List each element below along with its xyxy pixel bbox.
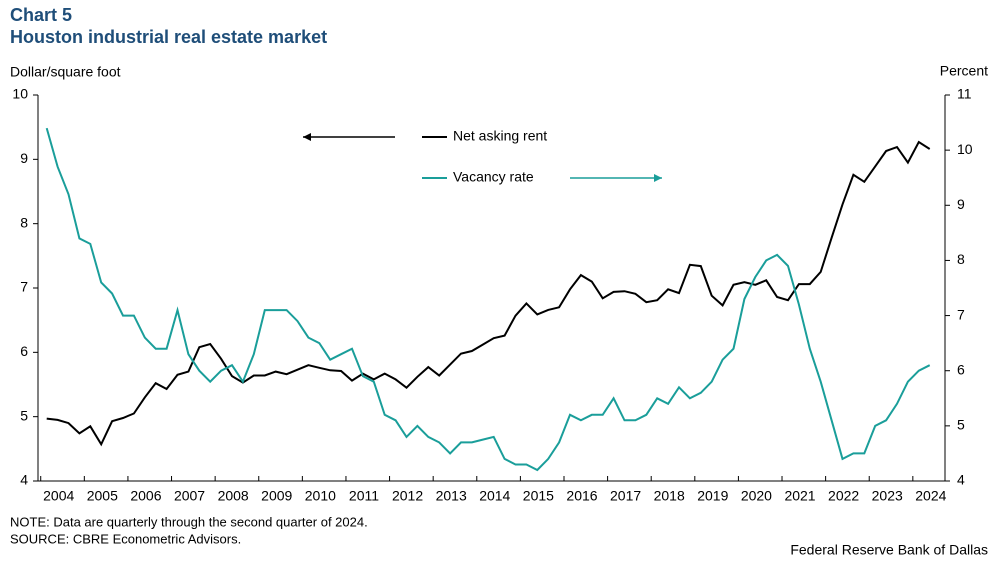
chart-title: Chart 5	[10, 5, 72, 25]
x-tick-label: 2021	[784, 488, 815, 504]
y2-tick-label: 7	[957, 306, 965, 322]
x-tick-label: 2018	[654, 488, 685, 504]
x-tick-label: 2019	[697, 488, 728, 504]
y-tick-label: 6	[20, 343, 28, 359]
x-tick-label: 2009	[261, 488, 292, 504]
series-line	[45, 127, 931, 472]
x-tick-label: 2008	[218, 488, 249, 504]
legend-arrowhead	[303, 133, 311, 141]
y-axis-label: Dollar/square foot	[10, 64, 121, 80]
y2-tick-label: 10	[957, 141, 973, 157]
x-tick-label: 2022	[828, 488, 859, 504]
y-tick-label: 9	[20, 150, 28, 166]
legend-label: Net asking rent	[453, 128, 547, 144]
legend-label: Vacancy rate	[453, 169, 534, 185]
y-tick-label: 5	[20, 407, 28, 423]
x-tick-label: 2014	[479, 488, 510, 504]
x-tick-label: 2011	[349, 488, 379, 504]
y-tick-label: 4	[20, 472, 28, 488]
y-tick-label: 7	[20, 279, 28, 295]
y-tick-label: 10	[12, 86, 28, 102]
note: NOTE: Data are quarterly through the sec…	[10, 514, 368, 529]
x-tick-label: 2012	[392, 488, 423, 504]
y2-tick-label: 4	[957, 472, 965, 488]
x-tick-label: 2006	[130, 488, 161, 504]
y2-axis-label: Percent	[940, 63, 988, 79]
x-tick-label: 2004	[43, 488, 74, 504]
x-tick-label: 2017	[610, 488, 641, 504]
x-tick-label: 2024	[915, 488, 946, 504]
credit: Federal Reserve Bank of Dallas	[790, 542, 988, 558]
x-tick-label: 2016	[566, 488, 597, 504]
x-tick-label: 2013	[436, 488, 467, 504]
chart-subtitle: Houston industrial real estate market	[10, 27, 327, 47]
x-tick-label: 2010	[305, 488, 336, 504]
legend-arrowhead	[654, 174, 662, 182]
y2-tick-label: 9	[957, 196, 965, 212]
y2-tick-label: 6	[957, 361, 965, 377]
y2-tick-label: 8	[957, 251, 965, 267]
x-tick-label: 2020	[741, 488, 772, 504]
x-tick-label: 2005	[87, 488, 118, 504]
x-tick-label: 2023	[872, 488, 903, 504]
x-tick-label: 2015	[523, 488, 554, 504]
x-tick-label: 2007	[174, 488, 205, 504]
y-tick-label: 8	[20, 214, 28, 230]
y2-tick-label: 11	[957, 86, 972, 102]
series-line	[46, 140, 931, 447]
source: SOURCE: CBRE Econometric Advisors.	[10, 531, 241, 546]
y2-tick-label: 5	[957, 417, 965, 433]
